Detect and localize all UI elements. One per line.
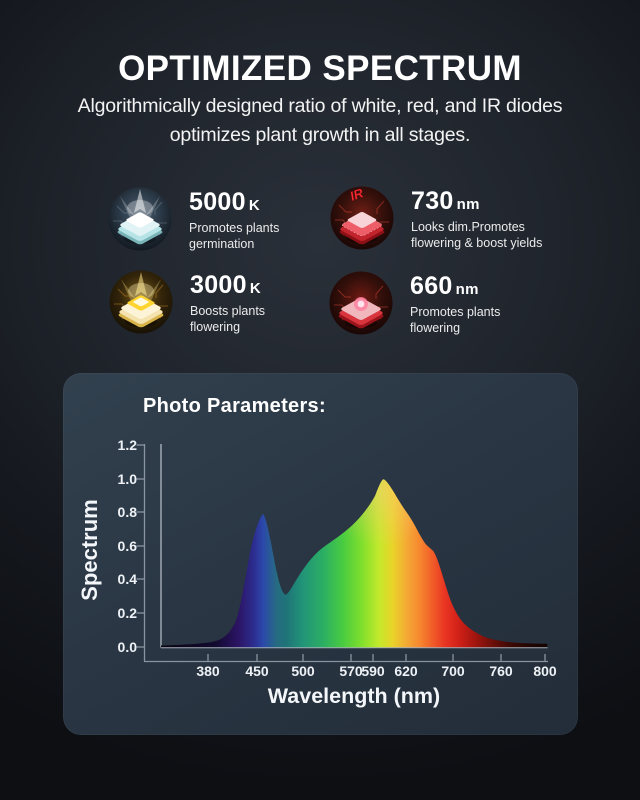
desc-line-1: Promotes plants [189,221,280,235]
subtitle-line-2: optimizes plant growth in all stages. [169,124,471,146]
feature-description: Promotes plants germination [189,221,279,252]
value-unit: nm [455,281,479,298]
feature-value: 730 nm [411,188,542,218]
photo-parameters-panel: Photo Parameters: [63,373,578,735]
x-tick-labels: 380 450 500 570 590 620 700 760 800 [196,663,557,679]
desc-line-1: Promotes plants [410,305,501,319]
x-tick-label: 700 [441,663,465,679]
feature-3000k: 3000 K Boosts plants flowering [109,270,265,335]
axis-frame [136,444,548,663]
ir-label: IR [348,186,366,204]
x-tick-label: 500 [291,663,315,679]
feature-description: Boosts plants flowering [190,304,265,335]
feature-description: Looks dim.Promotes flowering & boost yie… [411,220,542,251]
desc-line-2: flowering [410,320,461,335]
y-tick-label: 0.6 [118,538,138,554]
desc-line-2: germination [189,236,255,251]
y-tick-label: 1.2 [118,437,138,453]
value-unit: K [249,280,261,297]
value-number: 3000 [190,271,247,299]
value-number: 5000 [189,188,246,216]
x-tick-label: 760 [489,663,513,679]
x-tick-label: 800 [533,663,557,679]
value-unit: K [248,197,260,214]
warm-led-chip-icon [109,270,173,334]
x-tick-label: 380 [196,663,220,679]
feature-5000k: 5000 K Promotes plants germination [108,187,279,252]
feature-730nm: IR 730 nm Looks dim.Promotes flowering & … [330,186,542,251]
y-tick-label: 0.2 [118,605,138,621]
ir-led-chip-icon: IR [330,186,394,250]
y-tick-label: 1.0 [118,471,138,487]
desc-line-1: Looks dim.Promotes [411,220,525,234]
x-tick-label: 620 [394,663,418,679]
y-tick-label: 0.8 [118,504,138,520]
y-tick-label: 0.4 [118,571,138,587]
page-subtitle: Algorithmically designed ratio of white,… [0,92,640,150]
subtitle-line-1: Algorithmically designed ratio of white,… [77,95,563,117]
feature-value: 3000 K [190,272,265,302]
feature-value: 5000 K [189,189,279,219]
desc-line-2: flowering [190,319,241,334]
page-title: OPTIMIZED SPECTRUM [118,49,522,88]
y-tick-label: 0.0 [118,639,138,655]
red-led-chip-icon [329,271,393,335]
y-tick-labels: 1.2 1.0 0.8 0.6 0.4 0.2 0.0 [118,437,138,655]
x-tick-label: 570 [339,663,363,679]
feature-660nm: 660 nm Promotes plants flowering [329,271,500,336]
desc-line-2: flowering & boost yields [411,235,543,250]
spectrum-chart: 1.2 1.0 0.8 0.6 0.4 0.2 0.0 380 450 500 … [77,437,557,708]
feature-value: 660 nm [410,273,500,303]
panel-title: Photo Parameters: [143,395,326,417]
plot-border [160,444,548,649]
value-number: 660 [410,272,453,300]
feature-description: Promotes plants flowering [410,305,500,336]
x-tick-label: 450 [245,663,269,679]
spectrum-area-highlight [161,479,548,648]
white-led-chip-icon [108,187,172,251]
x-axis-label: Wavelength (nm) [268,684,440,708]
value-unit: nm [456,196,480,213]
y-axis-label: Spectrum [77,499,102,600]
value-number: 730 [411,187,454,215]
x-tick-label: 590 [361,663,385,679]
desc-line-1: Boosts plants [190,304,266,318]
